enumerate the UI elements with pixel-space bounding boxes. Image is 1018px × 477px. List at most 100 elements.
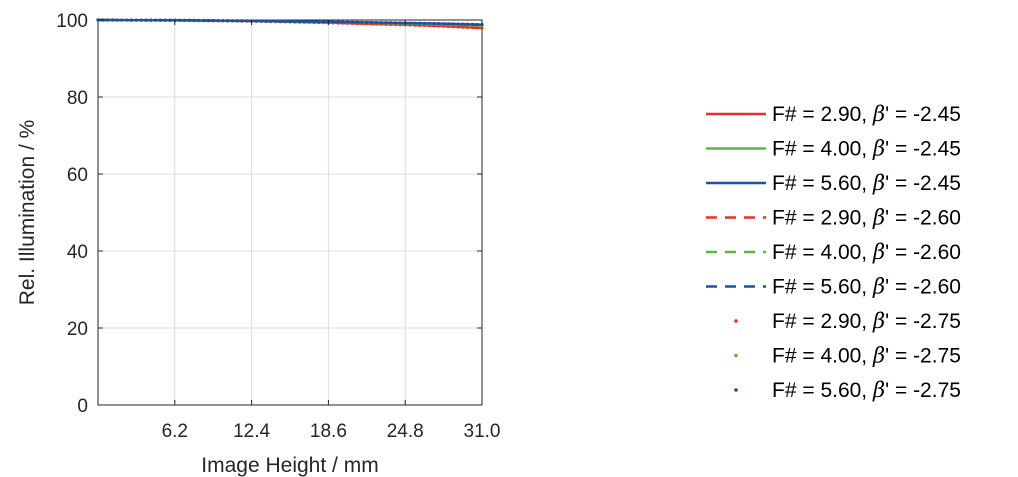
series-point — [418, 21, 422, 25]
series-point — [365, 20, 369, 25]
series-point — [374, 20, 378, 25]
series-point — [302, 19, 306, 24]
y-tick-label: 100 — [56, 11, 88, 32]
legend-label-main: F# = 2.90, — [772, 103, 873, 126]
series-point — [341, 20, 345, 24]
x-tick-label: 31.0 — [464, 421, 501, 442]
series-point — [413, 21, 417, 25]
series-point — [317, 20, 321, 24]
series-point — [470, 22, 474, 26]
series-point — [370, 20, 374, 25]
series-point — [466, 22, 470, 26]
legend-label: F# = 4.00, β' = -2.60 — [772, 240, 961, 264]
legend-label-beta: β — [872, 137, 885, 161]
series-point — [130, 18, 134, 22]
series-point — [312, 20, 316, 24]
legend-label: F# = 5.60, β' = -2.60 — [772, 275, 961, 299]
legend-label-main: F# = 5.60, — [772, 172, 873, 195]
series-point — [254, 19, 258, 23]
series-6-line — [97, 18, 483, 26]
plot-area — [97, 19, 483, 406]
y-tick-label: 60 — [67, 165, 88, 186]
legend-item: F# = 2.90, β' = -2.75 — [734, 309, 961, 333]
series-point — [125, 18, 129, 22]
legend-label-tail: ' = -2.45 — [885, 103, 961, 126]
x-axis-label: Image Height / mm — [201, 454, 378, 477]
x-tick-label: 18.6 — [310, 421, 347, 442]
series-point — [466, 25, 470, 29]
series-point — [206, 18, 210, 23]
series-point — [379, 21, 383, 25]
series-point — [480, 26, 484, 30]
legend-label-beta: β — [872, 102, 885, 126]
legend-item: F# = 4.00, β' = -2.45 — [706, 137, 961, 161]
series-point — [389, 21, 393, 25]
legend-label-main: F# = 4.00, — [772, 138, 873, 161]
axis-ticks: 6.2 12.4 18.6 24.8 31.0 0 20 40 60 80 100 — [56, 11, 500, 442]
legend-label-tail: ' = -2.60 — [885, 207, 961, 230]
legend-label: F# = 2.90, β' = -2.60 — [772, 206, 961, 230]
y-tick-label: 80 — [67, 88, 88, 109]
series-point — [437, 22, 441, 26]
legend-item: F# = 5.60, β' = -2.75 — [734, 378, 961, 402]
legend-label-beta: β — [872, 344, 885, 368]
series-point — [322, 20, 326, 24]
series-point — [163, 18, 167, 22]
series-point — [475, 26, 479, 30]
series-point — [346, 20, 350, 24]
series-point — [106, 18, 110, 22]
series-point — [216, 18, 220, 23]
legend-label-main: F# = 2.90, — [772, 207, 873, 230]
series-point — [226, 19, 230, 23]
series-point — [384, 21, 388, 25]
legend-label-tail: ' = -2.60 — [885, 276, 961, 299]
series-point — [110, 18, 114, 22]
y-tick-label: 0 — [77, 396, 88, 417]
series-point — [139, 18, 143, 22]
series-point — [456, 22, 460, 26]
series-point — [451, 22, 455, 26]
legend-item: F# = 4.00, β' = -2.60 — [706, 240, 961, 264]
series-point — [307, 19, 311, 24]
series-point — [432, 21, 436, 26]
legend-label-beta: β — [872, 378, 885, 402]
legend-label-tail: ' = -2.75 — [885, 310, 961, 333]
x-tick-label: 12.4 — [233, 421, 270, 442]
series-point — [394, 21, 398, 25]
legend-label-beta: β — [872, 171, 885, 195]
series-point — [269, 19, 273, 23]
legend-label-main: F# = 5.60, — [772, 276, 873, 299]
legend-label-beta: β — [872, 309, 885, 333]
legend-label-beta: β — [872, 206, 885, 230]
series-point — [427, 21, 431, 26]
series-point — [298, 19, 302, 24]
series-point — [446, 22, 450, 26]
legend-label: F# = 4.00, β' = -2.45 — [772, 137, 961, 161]
series-point — [422, 21, 426, 25]
series-point — [134, 18, 138, 22]
x-tick-label: 6.2 — [162, 421, 188, 442]
series-point — [442, 22, 446, 26]
series-point — [230, 19, 234, 23]
legend-label-tail: ' = -2.75 — [885, 345, 961, 368]
series-point — [288, 19, 292, 23]
series-point — [398, 21, 402, 25]
series-point — [154, 18, 158, 22]
series-point — [144, 18, 148, 22]
legend-label: F# = 2.90, β' = -2.75 — [772, 309, 961, 333]
legend-label: F# = 5.60, β' = -2.75 — [772, 378, 961, 402]
series-point — [278, 19, 282, 23]
series-point — [259, 19, 263, 23]
legend-label: F# = 5.60, β' = -2.45 — [772, 171, 961, 195]
legend-marker — [734, 388, 738, 392]
series-point — [221, 18, 225, 23]
y-tick-label: 20 — [67, 319, 88, 340]
series-point — [192, 18, 196, 22]
series-point — [475, 22, 479, 27]
series-point — [120, 18, 124, 22]
legend-label-main: F# = 2.90, — [772, 310, 873, 333]
legend-label-tail: ' = -2.60 — [885, 241, 961, 264]
series-point — [158, 18, 162, 22]
legend-item: F# = 4.00, β' = -2.75 — [734, 344, 961, 368]
